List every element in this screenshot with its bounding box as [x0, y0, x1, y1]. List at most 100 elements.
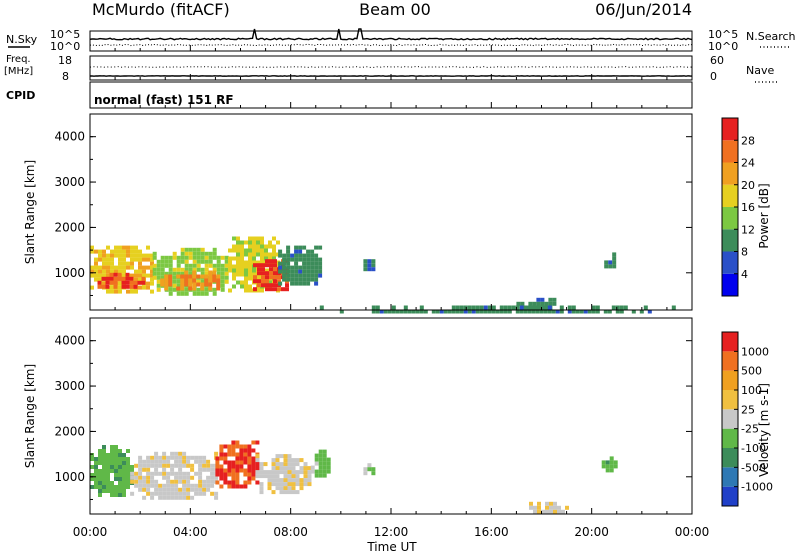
range-gate-cell: [291, 470, 296, 475]
range-gate-cell: [231, 440, 236, 445]
range-gate-cell: [435, 309, 440, 314]
range-gate-cell: [291, 482, 296, 487]
range-gate-cell: [164, 259, 169, 264]
range-gate-cell: [126, 477, 130, 481]
range-gate-cell: [122, 265, 126, 270]
range-gate-cell: [102, 477, 106, 481]
range-gate-cell: [216, 274, 221, 279]
range-gate-cell: [302, 245, 307, 250]
range-gate-cell: [612, 260, 617, 265]
range-gate-cell: [146, 483, 151, 488]
range-gate-cell: [314, 265, 319, 270]
range-gate-cell: [94, 269, 98, 274]
range-gate-cell: [303, 462, 308, 467]
range-gate-cell: [184, 263, 189, 268]
range-gate-cell: [164, 282, 169, 287]
range-gate-cell: [318, 245, 323, 250]
range-gate-cell: [182, 455, 187, 460]
range-gate-cell: [156, 263, 161, 268]
range-gate-cell: [192, 278, 197, 283]
range-gate-cell: [543, 309, 548, 314]
range-gate-cell: [227, 484, 232, 489]
range-gate-cell: [192, 286, 197, 291]
range-gate-cell: [528, 301, 533, 306]
range-gate-cell: [102, 265, 106, 270]
range-gate-cell: [146, 285, 150, 290]
range-gate-cell: [122, 245, 126, 250]
range-gate-cell: [172, 271, 177, 276]
range-gate-cell: [150, 455, 155, 460]
range-gate-cell: [138, 483, 143, 488]
range-gate-cell: [102, 257, 106, 262]
range-gate-cell: [219, 464, 224, 469]
range-gate-cell: [168, 255, 173, 260]
power-panel: 4000 3000 2000 1000 Slant Range [km]: [23, 113, 693, 314]
range-gate-cell: [208, 286, 213, 291]
range-gate-cell: [383, 309, 388, 314]
y-tick-label: 2000: [54, 220, 85, 234]
range-gate-cell: [142, 265, 146, 270]
range-gate-cell: [487, 309, 492, 314]
range-gate-cell: [212, 267, 217, 272]
range-gate-cell: [240, 272, 244, 277]
range-gate-cell: [269, 263, 273, 268]
colorbar-tick-label: 20: [741, 179, 755, 192]
range-gate-cell: [134, 249, 138, 254]
range-gate-cell: [146, 475, 151, 480]
range-gate-cell: [306, 253, 311, 258]
range-gate-cell: [240, 260, 244, 265]
range-gate-cell: [196, 267, 201, 272]
velocity-frame: [89, 317, 693, 515]
range-gate-cell: [106, 489, 110, 493]
range-gate-cell: [371, 467, 376, 472]
range-gate-cell: [130, 249, 134, 254]
colorbar-swatch: [722, 251, 738, 274]
range-gate-cell: [252, 240, 256, 245]
colorbar-swatch: [722, 273, 738, 296]
range-gate-cell: [186, 463, 191, 468]
range-gate-cell: [290, 253, 295, 258]
range-gate-cell: [261, 267, 265, 272]
range-gate-cell: [212, 291, 217, 296]
range-gate-cell: [156, 279, 161, 284]
range-gate-cell: [130, 469, 134, 473]
range-gate-cell: [220, 275, 225, 280]
range-gate-cell: [552, 297, 557, 302]
range-gate-cell: [263, 474, 268, 479]
range-gate-cell: [475, 305, 480, 310]
range-gate-cell: [643, 305, 648, 310]
range-gate-cell: [310, 253, 315, 258]
range-gate-cell: [216, 282, 221, 287]
scatter-blob: [278, 245, 323, 286]
range-gate-cell: [101, 284, 106, 289]
range-gate-cell: [314, 453, 319, 458]
range-gate-cell: [138, 471, 143, 476]
velocity-panel: 4000 3000 2000 1000 Slant Range [km]: [23, 317, 693, 515]
range-gate-cell: [252, 248, 256, 253]
range-gate-cell: [106, 273, 110, 278]
range-gate-cell: [97, 280, 102, 285]
range-gate-cell: [571, 309, 576, 314]
range-gate-cell: [265, 275, 269, 280]
range-gate-cell: [232, 264, 236, 269]
scatter-blob: [363, 463, 376, 476]
range-gate-cell: [142, 269, 146, 274]
range-gate-cell: [279, 478, 284, 483]
range-gate-cell: [146, 455, 151, 460]
range-gate-cell: [267, 474, 272, 479]
range-gate-cell: [248, 256, 252, 261]
range-gate-cell: [248, 276, 252, 281]
range-gate-cell: [174, 471, 179, 476]
range-gate-cell: [138, 285, 142, 290]
range-gate-cell: [110, 269, 114, 274]
range-gate-cell: [471, 305, 476, 310]
range-gate-cell: [240, 268, 244, 273]
range-gate-cell: [619, 309, 624, 314]
range-gate-cell: [256, 276, 260, 281]
range-gate-cell: [264, 268, 268, 273]
range-gate-cell: [367, 259, 372, 264]
range-gate-cell: [122, 485, 126, 489]
range-gate-cell: [168, 263, 173, 268]
range-gate-cell: [273, 279, 277, 284]
range-gate-cell: [216, 263, 221, 268]
